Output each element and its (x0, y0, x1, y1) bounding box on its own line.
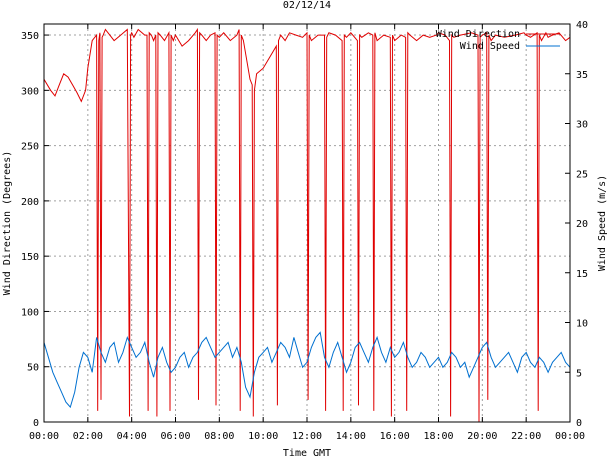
grid-lines (44, 24, 570, 422)
axis-ticks: 00:00 02:00 04:00 06:00 08:00 10:00 12:00 14:00… (21, 20, 588, 442)
x-tick-label-8: 16:00 (380, 431, 410, 442)
y-right-tick-label-3: 15 (576, 269, 588, 280)
chart-title: 02/12/14 (283, 0, 331, 11)
x-tick-label-4: 08:00 (204, 431, 234, 442)
y-left-tick-label-1: 50 (27, 363, 39, 374)
x-tick-label-12: 00:00 (555, 431, 585, 442)
y-right-tick-label-8: 40 (576, 20, 588, 31)
x-tick-label-10: 20:00 (467, 431, 497, 442)
y-right-tick-label-4: 20 (576, 219, 588, 230)
y-left-tick-label-5: 250 (21, 142, 39, 153)
series-line-wind-direction (43, 27, 571, 423)
y-right-tick-label-1: 5 (576, 368, 582, 379)
x-tick-label-7: 14:00 (336, 431, 366, 442)
series-layer (43, 27, 571, 423)
x-tick-label-3: 06:00 (160, 431, 190, 442)
y-right-tick-label-6: 30 (576, 120, 588, 131)
y-right-tick-label-0: 0 (576, 418, 582, 429)
y-left-tick-label-2: 100 (21, 307, 39, 318)
y-left-tick-label-0: 0 (33, 418, 39, 429)
x-tick-label-6: 12:00 (292, 431, 322, 442)
x-tick-label-11: 22:00 (511, 431, 541, 442)
x-tick-label-2: 04:00 (117, 431, 147, 442)
legend-label-speed: Wind Speed (460, 41, 520, 52)
legend: Wind Direction Wind Speed (436, 29, 560, 52)
y-right-tick-label-7: 35 (576, 70, 588, 81)
legend-label-direction: Wind Direction (436, 29, 520, 40)
x-tick-label-9: 18:00 (423, 431, 453, 442)
x-tick-label-1: 02:00 (73, 431, 103, 442)
x-axis-label: Time GMT (283, 448, 331, 459)
y-right-tick-label-5: 25 (576, 169, 588, 180)
y-left-tick-label-6: 300 (21, 86, 39, 97)
y-left-tick-label-4: 200 (21, 197, 39, 208)
y-axis-label-left: Wind Direction (Degrees) (2, 151, 13, 296)
y-left-tick-label-3: 150 (21, 252, 39, 263)
y-right-tick-label-2: 10 (576, 319, 588, 330)
y-left-tick-label-7: 350 (21, 31, 39, 42)
x-tick-label-0: 00:00 (29, 431, 59, 442)
x-tick-label-5: 10:00 (248, 431, 278, 442)
series-line-wind-speed (43, 331, 571, 409)
y-axis-label-right: Wind Speed (m/s) (597, 175, 608, 271)
